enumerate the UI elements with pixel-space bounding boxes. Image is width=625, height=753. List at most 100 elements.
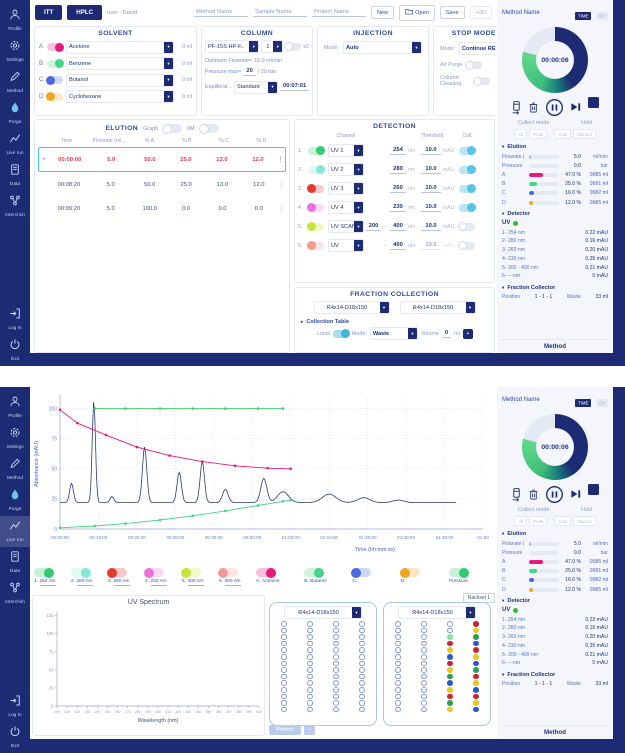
row-menu-icon[interactable]: ⋮ [278, 206, 285, 212]
legend-toggle-5[interactable] [181, 567, 201, 578]
air-purge-toggle[interactable] [465, 60, 483, 70]
sidebar-item-profile[interactable]: Profile [0, 392, 30, 423]
rack-1-select[interactable]: R4x14-D18x150 ▾ [284, 606, 362, 619]
graph-toggle[interactable] [162, 123, 183, 134]
collection-table-expander[interactable]: ▸ Collection Table [301, 319, 350, 325]
hold-manual-button[interactable]: Manual [573, 516, 596, 526]
coll-3-toggle[interactable] [459, 184, 476, 193]
threshold-input[interactable]: 10.0 [421, 185, 441, 193]
pressure-max-input[interactable]: 20 [243, 68, 256, 76]
collect-vial-icon[interactable] [511, 100, 522, 115]
row-menu-icon[interactable]: ⋮ [277, 157, 284, 163]
cv-badge[interactable]: CV [595, 11, 608, 20]
sidebar-item-live-run[interactable]: Live run [0, 516, 30, 547]
channel-1-toggle[interactable] [308, 146, 325, 155]
stop-button[interactable] [588, 483, 599, 495]
collect-peak-button[interactable]: Peak [529, 516, 548, 526]
threshold-input[interactable]: 10.0 [421, 242, 441, 250]
new-button[interactable]: New [370, 6, 395, 19]
channel-5-select[interactable]: UV SCAN ▾ [328, 220, 364, 233]
volume-add-button[interactable]: + [462, 328, 473, 339]
skip-forward-button[interactable] [570, 488, 582, 500]
waste-trash-icon[interactable] [528, 101, 539, 114]
legend-toggle-pressure[interactable] [448, 567, 469, 578]
detector-section-header[interactable]: ▾ Detector [502, 211, 531, 218]
add-row-icon[interactable]: + [42, 156, 46, 163]
wavelength-from-input[interactable] [366, 169, 381, 170]
row-menu-icon[interactable]: ⋮ [278, 182, 285, 188]
iim-toggle[interactable] [198, 123, 219, 134]
sidebar-item-live-run[interactable]: Live run [0, 129, 30, 160]
pause-button[interactable] [545, 485, 564, 504]
channel-6-select[interactable]: UV ▾ [328, 239, 364, 252]
solvent-c-toggle[interactable] [46, 75, 63, 85]
save-button[interactable]: Save [439, 6, 465, 19]
legend-toggle-b[interactable] [304, 567, 325, 578]
wavelength-input[interactable]: 260 [390, 185, 406, 193]
channel-1-select[interactable]: UV 1 ▾ [328, 144, 364, 157]
local-toggle[interactable] [332, 329, 350, 338]
method-link[interactable]: Method [502, 339, 608, 351]
sidebar-item-exit[interactable]: Exit [0, 722, 30, 753]
coll-2-toggle[interactable] [459, 165, 476, 174]
solvent-b-toggle[interactable] [47, 59, 64, 69]
skip-forward-button[interactable] [570, 101, 582, 113]
rack-left-select[interactable]: R4x14-D18x150 ▾ [313, 301, 390, 314]
column-count-select[interactable]: 1 ▾ [261, 40, 284, 53]
coll-4-toggle[interactable] [459, 203, 476, 212]
volume-input[interactable]: 0 [441, 330, 452, 338]
channel-5-toggle[interactable] [307, 222, 324, 231]
threshold-input[interactable]: 10.0 [421, 223, 441, 231]
wavelength-from-input[interactable] [366, 150, 381, 151]
sidebar-item-log-in[interactable]: Log In [0, 304, 30, 335]
threshold-input[interactable]: 10.0 [421, 147, 441, 155]
solvent-b-select[interactable]: Benzene ▾ [66, 57, 174, 71]
legend-toggle-a[interactable] [256, 567, 276, 578]
elution-row-1[interactable]: +00:00:00 5.0 50.0 25.0 13.0 12.0 ⋮ [38, 147, 286, 172]
sidebar-item-data[interactable]: Data [0, 160, 30, 191]
fraction-collector-section-header[interactable]: ▾ Fraction Collector [502, 671, 556, 678]
sidebar-item-purge[interactable]: Purge [0, 98, 30, 129]
elution-section-header[interactable]: ▾ Elution [502, 531, 527, 537]
collection-mode-select[interactable]: Waste ▾ [369, 327, 418, 340]
stop-button[interactable] [588, 96, 599, 108]
rack-right-select[interactable]: R4x14-D18x150 ▾ [399, 301, 476, 314]
time-badge[interactable]: TIME [574, 11, 592, 20]
itt-button[interactable]: ITT [35, 5, 63, 20]
coll-6-toggle[interactable] [458, 241, 475, 250]
cv-badge[interactable]: CV [595, 398, 608, 407]
rack-2-select[interactable]: R4x14-D18x150 ▾ [398, 606, 476, 619]
collect-all-button[interactable]: All [514, 516, 528, 526]
sidebar-item-log-in[interactable]: Log In [0, 691, 30, 722]
open-button[interactable]: Open [399, 4, 435, 21]
channel-6-toggle[interactable] [307, 241, 324, 250]
method-name-input[interactable]: Method Name [193, 9, 248, 17]
solvent-a-select[interactable]: Acetone ▾ [66, 40, 174, 54]
waste-trash-icon[interactable] [528, 488, 539, 501]
wavelength-input[interactable]: 400 [390, 242, 406, 250]
legend-toggle-3[interactable] [107, 567, 127, 578]
sidebar-item-settings[interactable]: Settings [0, 423, 30, 454]
refresh-button[interactable]: Refresh [269, 725, 302, 735]
hplc-button[interactable]: HPLC [67, 5, 103, 20]
hold-manual-button[interactable]: Manual [573, 129, 596, 139]
sidebar-item-method[interactable]: Method [0, 67, 30, 98]
add-rack-button[interactable]: + [304, 725, 316, 735]
legend-toggle-6[interactable] [218, 567, 238, 578]
solvent-a-toggle[interactable] [47, 42, 64, 52]
sidebar-item-method[interactable]: Method [0, 454, 30, 485]
wavelength-input[interactable]: 254 [390, 147, 406, 155]
legend-toggle-2[interactable] [71, 567, 91, 578]
pause-button[interactable] [545, 98, 564, 117]
threshold-input[interactable]: 10.0 [421, 166, 441, 174]
coll-1-toggle[interactable] [459, 146, 476, 155]
channel-2-select[interactable]: UV 2 ▾ [328, 163, 364, 176]
wavelength-from-input[interactable] [366, 188, 381, 189]
x2-toggle[interactable] [284, 42, 302, 51]
sidebar-item-profile[interactable]: Profile [0, 5, 30, 36]
legend-toggle-1[interactable] [34, 567, 54, 578]
legend-toggle-d[interactable] [399, 567, 420, 578]
wavelength-input[interactable]: 230 [390, 204, 406, 212]
wavelength-input[interactable]: 400 [390, 223, 406, 231]
elution-row-3[interactable]: 00:09:20 5.0 100.0 0.0 0.0 0.0 ⋮ [57, 205, 285, 213]
